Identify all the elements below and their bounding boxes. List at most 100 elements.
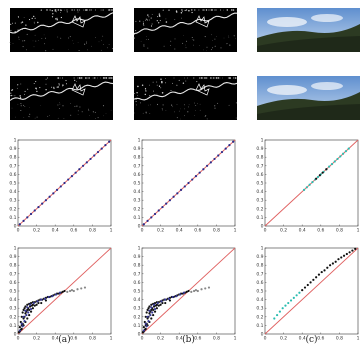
data-point <box>144 322 147 325</box>
data-point <box>157 304 160 307</box>
edge-map-image <box>133 76 238 120</box>
data-point <box>172 195 175 198</box>
data-point <box>29 307 33 311</box>
y-tick-label: 0.1 <box>256 215 263 221</box>
y-tick-label: 0.7 <box>133 163 140 169</box>
x-tick-label: 0.8 <box>89 336 96 342</box>
data-point <box>284 304 287 307</box>
data-point <box>354 247 357 250</box>
y-tick-label: 0.7 <box>256 163 263 169</box>
scatter-plot-0-0: 0 0.2 0.4 0.6 0.8 1 0 0.1 0.2 0.3 0.4 0.5 0.6 0.7 0.8 0… <box>9 138 112 234</box>
x-tick-label: 1 <box>110 228 113 234</box>
data-point <box>155 307 158 310</box>
y-tick-label: 1 <box>14 246 17 252</box>
data-point <box>175 295 178 298</box>
data-point <box>192 289 196 293</box>
y-tick-label: 0.2 <box>133 314 140 320</box>
data-point <box>161 301 164 305</box>
data-point <box>339 155 342 158</box>
x-tick-label: 0.8 <box>213 228 220 234</box>
data-point <box>185 290 188 293</box>
data-point <box>303 286 307 289</box>
data-series-0 <box>142 140 235 226</box>
x-tick-label: 0 <box>17 336 20 342</box>
data-point <box>194 289 198 292</box>
data-point <box>165 202 168 205</box>
data-point <box>220 150 224 154</box>
data-point <box>206 164 209 167</box>
x-tick-label: 0.8 <box>336 336 343 342</box>
y-tick-label: 0.6 <box>256 172 263 178</box>
data-point <box>25 313 28 317</box>
data-point <box>51 295 54 298</box>
data-point <box>82 164 85 167</box>
data-point <box>164 301 167 305</box>
data-point <box>28 305 32 308</box>
data-point <box>325 168 328 171</box>
data-point <box>161 205 164 209</box>
scatter-plot-grid: 0 0.2 0.4 0.6 0.8 1 0 0.1 0.2 0.3 0.4 0.5 0.6 0.7 0.8 0… <box>9 138 359 342</box>
data-point <box>20 315 23 318</box>
y-tick-label: 0.3 <box>133 306 140 312</box>
data-point <box>24 309 27 312</box>
data-point <box>150 303 153 306</box>
data-point <box>317 273 321 276</box>
data-point <box>83 286 87 289</box>
data-point <box>76 288 79 291</box>
y-tick-label: 0.5 <box>9 289 16 295</box>
data-point <box>328 165 331 168</box>
y-tick-label: 0.8 <box>9 263 16 269</box>
data-point <box>150 306 153 309</box>
data-point <box>320 270 323 274</box>
data-point <box>22 308 25 312</box>
data-point <box>333 160 336 163</box>
y-tick-label: 0.9 <box>9 254 16 260</box>
data-point <box>66 290 69 293</box>
y-tick-label: 0 <box>14 332 17 338</box>
data-point <box>20 322 23 325</box>
x-tick-label: 0.8 <box>213 336 220 342</box>
data-point <box>337 258 340 261</box>
data-point <box>52 192 55 195</box>
y-tick-label: 0.1 <box>133 323 140 329</box>
data-point <box>18 329 21 332</box>
data-point <box>40 298 43 301</box>
y-tick-label: 0.5 <box>9 181 16 187</box>
y-tick-label: 0.6 <box>256 280 263 286</box>
data-point <box>151 311 154 314</box>
data-point <box>217 154 220 157</box>
data-point <box>351 249 354 252</box>
y-tick-label: 1 <box>14 138 17 144</box>
data-point <box>183 185 186 188</box>
data-point <box>55 188 59 191</box>
data-point <box>36 300 39 303</box>
data-point <box>144 315 147 318</box>
data-point <box>145 311 148 314</box>
data-point <box>167 297 171 300</box>
data-point <box>150 317 153 320</box>
data-point <box>26 306 29 309</box>
data-point <box>28 303 32 306</box>
data-point <box>347 147 350 150</box>
y-tick-label: 0.6 <box>9 172 16 178</box>
x-tick-label: 0.4 <box>52 228 59 234</box>
y-tick-label: 0.8 <box>256 155 263 161</box>
data-point <box>26 303 29 306</box>
caption-b: (b) <box>182 334 195 345</box>
data-point <box>152 313 155 317</box>
data-point <box>142 223 145 226</box>
data-point <box>164 298 167 301</box>
data-point <box>80 287 83 290</box>
x-tick-label: 0.6 <box>317 336 324 342</box>
data-point <box>160 300 163 303</box>
caption-a: (a) <box>58 334 70 345</box>
data-point <box>146 308 149 312</box>
data-point <box>146 219 149 222</box>
y-tick-label: 0.2 <box>256 206 263 212</box>
scatter-plot-0-1: 0 0.2 0.4 0.6 0.8 1 0 0.1 0.2 0.3 0.4 0.5 0.6 0.7 0.8 0… <box>133 138 236 234</box>
data-point <box>32 301 35 305</box>
data-point <box>40 301 43 305</box>
data-point <box>159 303 162 306</box>
data-point <box>22 317 25 320</box>
